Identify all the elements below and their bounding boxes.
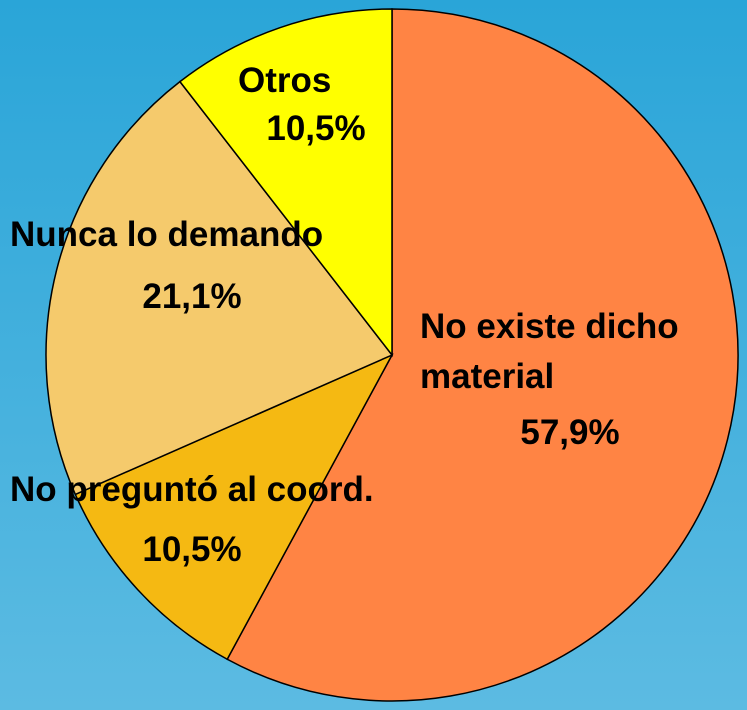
pie-slice	[45, 80, 394, 496]
value-label: 10,5%	[142, 530, 242, 569]
slice-label: No preguntó al coord.	[10, 470, 374, 509]
slice-label: No existe dicho material	[420, 307, 679, 396]
value-label: 10,5%	[266, 109, 366, 148]
value-label: 21,1%	[142, 277, 242, 316]
pie-slice	[178, 8, 393, 358]
pie-slice	[226, 8, 739, 702]
slice-label: Otros	[238, 61, 332, 100]
slice-label: Nunca lo demando	[10, 215, 324, 254]
value-label: 57,9%	[520, 413, 620, 452]
pie-slice	[74, 353, 394, 661]
